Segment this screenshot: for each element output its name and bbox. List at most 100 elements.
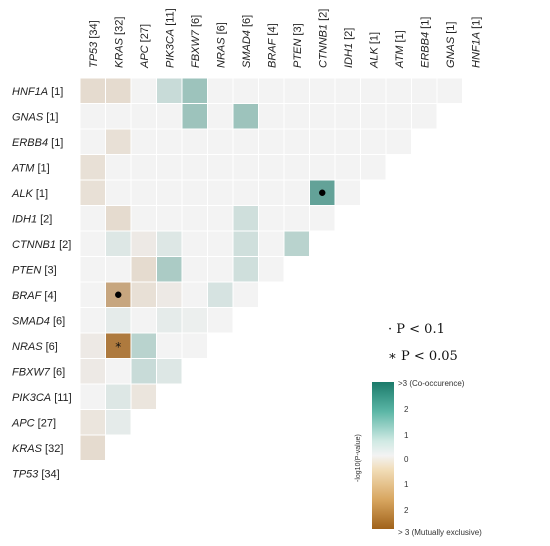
heatmap-cell [283, 205, 310, 232]
heatmap-cell [130, 332, 157, 359]
heatmap-cell [207, 307, 234, 334]
heatmap-cell [79, 128, 106, 155]
heatmap-cell [181, 154, 208, 181]
heatmap-cell [79, 154, 106, 181]
colorbar-tick: 2 [404, 405, 409, 414]
heatmap-cell [79, 434, 106, 461]
heatmap-cell [385, 128, 412, 155]
colorbar-tick: 1 [404, 431, 409, 440]
column-label: KRAS [32] [113, 17, 125, 68]
heatmap-cell [105, 307, 132, 334]
heatmap-cell [309, 154, 336, 181]
heatmap-cell [258, 77, 285, 104]
column-label: IDH1 [2] [343, 28, 355, 68]
row-label: SMAD4 [6] [12, 315, 65, 327]
heatmap-cell [156, 103, 183, 130]
significance-star: * [115, 340, 121, 354]
heatmap-cell [232, 256, 259, 283]
heatmap-cell [181, 281, 208, 308]
colorbar-title: -log10(P-value) [355, 434, 362, 482]
heatmap-cell [181, 77, 208, 104]
heatmap-cell [258, 154, 285, 181]
heatmap-cell [258, 205, 285, 232]
heatmap-cell [207, 77, 234, 104]
heatmap-cell [334, 179, 361, 206]
heatmap-cell [309, 205, 336, 232]
column-label: TP53 [34] [88, 20, 100, 68]
heatmap-cell [334, 77, 361, 104]
row-label: APC [27] [11, 417, 56, 429]
legend-p01: · P < 0.1 [388, 322, 445, 337]
heatmap-cell [130, 205, 157, 232]
heatmap-cell [105, 179, 132, 206]
significance-dot [319, 189, 326, 196]
heatmap-cell [130, 383, 157, 410]
heatmap-cell [156, 256, 183, 283]
colorbar [372, 382, 394, 529]
heatmap-cell [232, 154, 259, 181]
heatmap-cell [334, 128, 361, 155]
heatmap-cell [283, 128, 310, 155]
heatmap-cell [283, 230, 310, 257]
heatmap-cell [309, 77, 336, 104]
heatmap-cell [385, 103, 412, 130]
heatmap-cell [232, 230, 259, 257]
heatmap-cell [79, 256, 106, 283]
row-label: ATM [1] [11, 162, 50, 174]
heatmap-cell [130, 128, 157, 155]
heatmap-cell [156, 307, 183, 334]
heatmap-cell [156, 230, 183, 257]
heatmap-cell [79, 230, 106, 257]
heatmap-cell [283, 154, 310, 181]
heatmap-cell [436, 77, 463, 104]
column-label: HNF1A [1] [470, 17, 482, 68]
heatmap-cell [130, 358, 157, 385]
heatmap-cell [411, 77, 438, 104]
heatmap-cell [207, 256, 234, 283]
heatmap-cell [207, 128, 234, 155]
heatmap-cell [156, 154, 183, 181]
colorbar-tick: 1 [404, 480, 409, 489]
heatmap-cell [156, 332, 183, 359]
heatmap-cell [334, 154, 361, 181]
heatmap-cell [79, 281, 106, 308]
column-label: ATM [1] [394, 30, 406, 69]
colorbar-tick: 2 [404, 506, 409, 515]
heatmap-cell [156, 77, 183, 104]
heatmap-cell [360, 103, 387, 130]
row-label: PTEN [3] [12, 264, 57, 276]
heatmap-cell [181, 205, 208, 232]
column-label: APC [27] [139, 24, 151, 69]
heatmap-cell [360, 128, 387, 155]
heatmap-cell [79, 103, 106, 130]
heatmap-cell [105, 205, 132, 232]
heatmap-cell [258, 230, 285, 257]
heatmap-cell [283, 179, 310, 206]
heatmap-cell [232, 179, 259, 206]
column-label: PTEN [3] [292, 23, 304, 68]
heatmap-cell [232, 103, 259, 130]
heatmap-cell [130, 256, 157, 283]
heatmap-cell [360, 77, 387, 104]
heatmap-cell [79, 307, 106, 334]
heatmap-cell [385, 77, 412, 104]
row-label: HNF1A [1] [12, 86, 63, 98]
heatmap-cell [360, 154, 387, 181]
heatmap-cell [105, 77, 132, 104]
heatmap-cell [156, 358, 183, 385]
heatmap-cell [258, 128, 285, 155]
heatmap-cell [207, 230, 234, 257]
heatmap-cell [181, 332, 208, 359]
heatmap-cell [258, 103, 285, 130]
heatmap-cell [156, 128, 183, 155]
heatmap-cell [105, 103, 132, 130]
row-label: TP53 [34] [12, 468, 60, 480]
row-label: IDH1 [2] [12, 213, 52, 225]
heatmap-cell [79, 358, 106, 385]
column-label: CTNNB1 [2] [317, 9, 329, 68]
heatmap-cell [79, 179, 106, 206]
heatmap-cell [130, 179, 157, 206]
row-label: ALK [1] [11, 188, 48, 200]
heatmap-cell [411, 103, 438, 130]
